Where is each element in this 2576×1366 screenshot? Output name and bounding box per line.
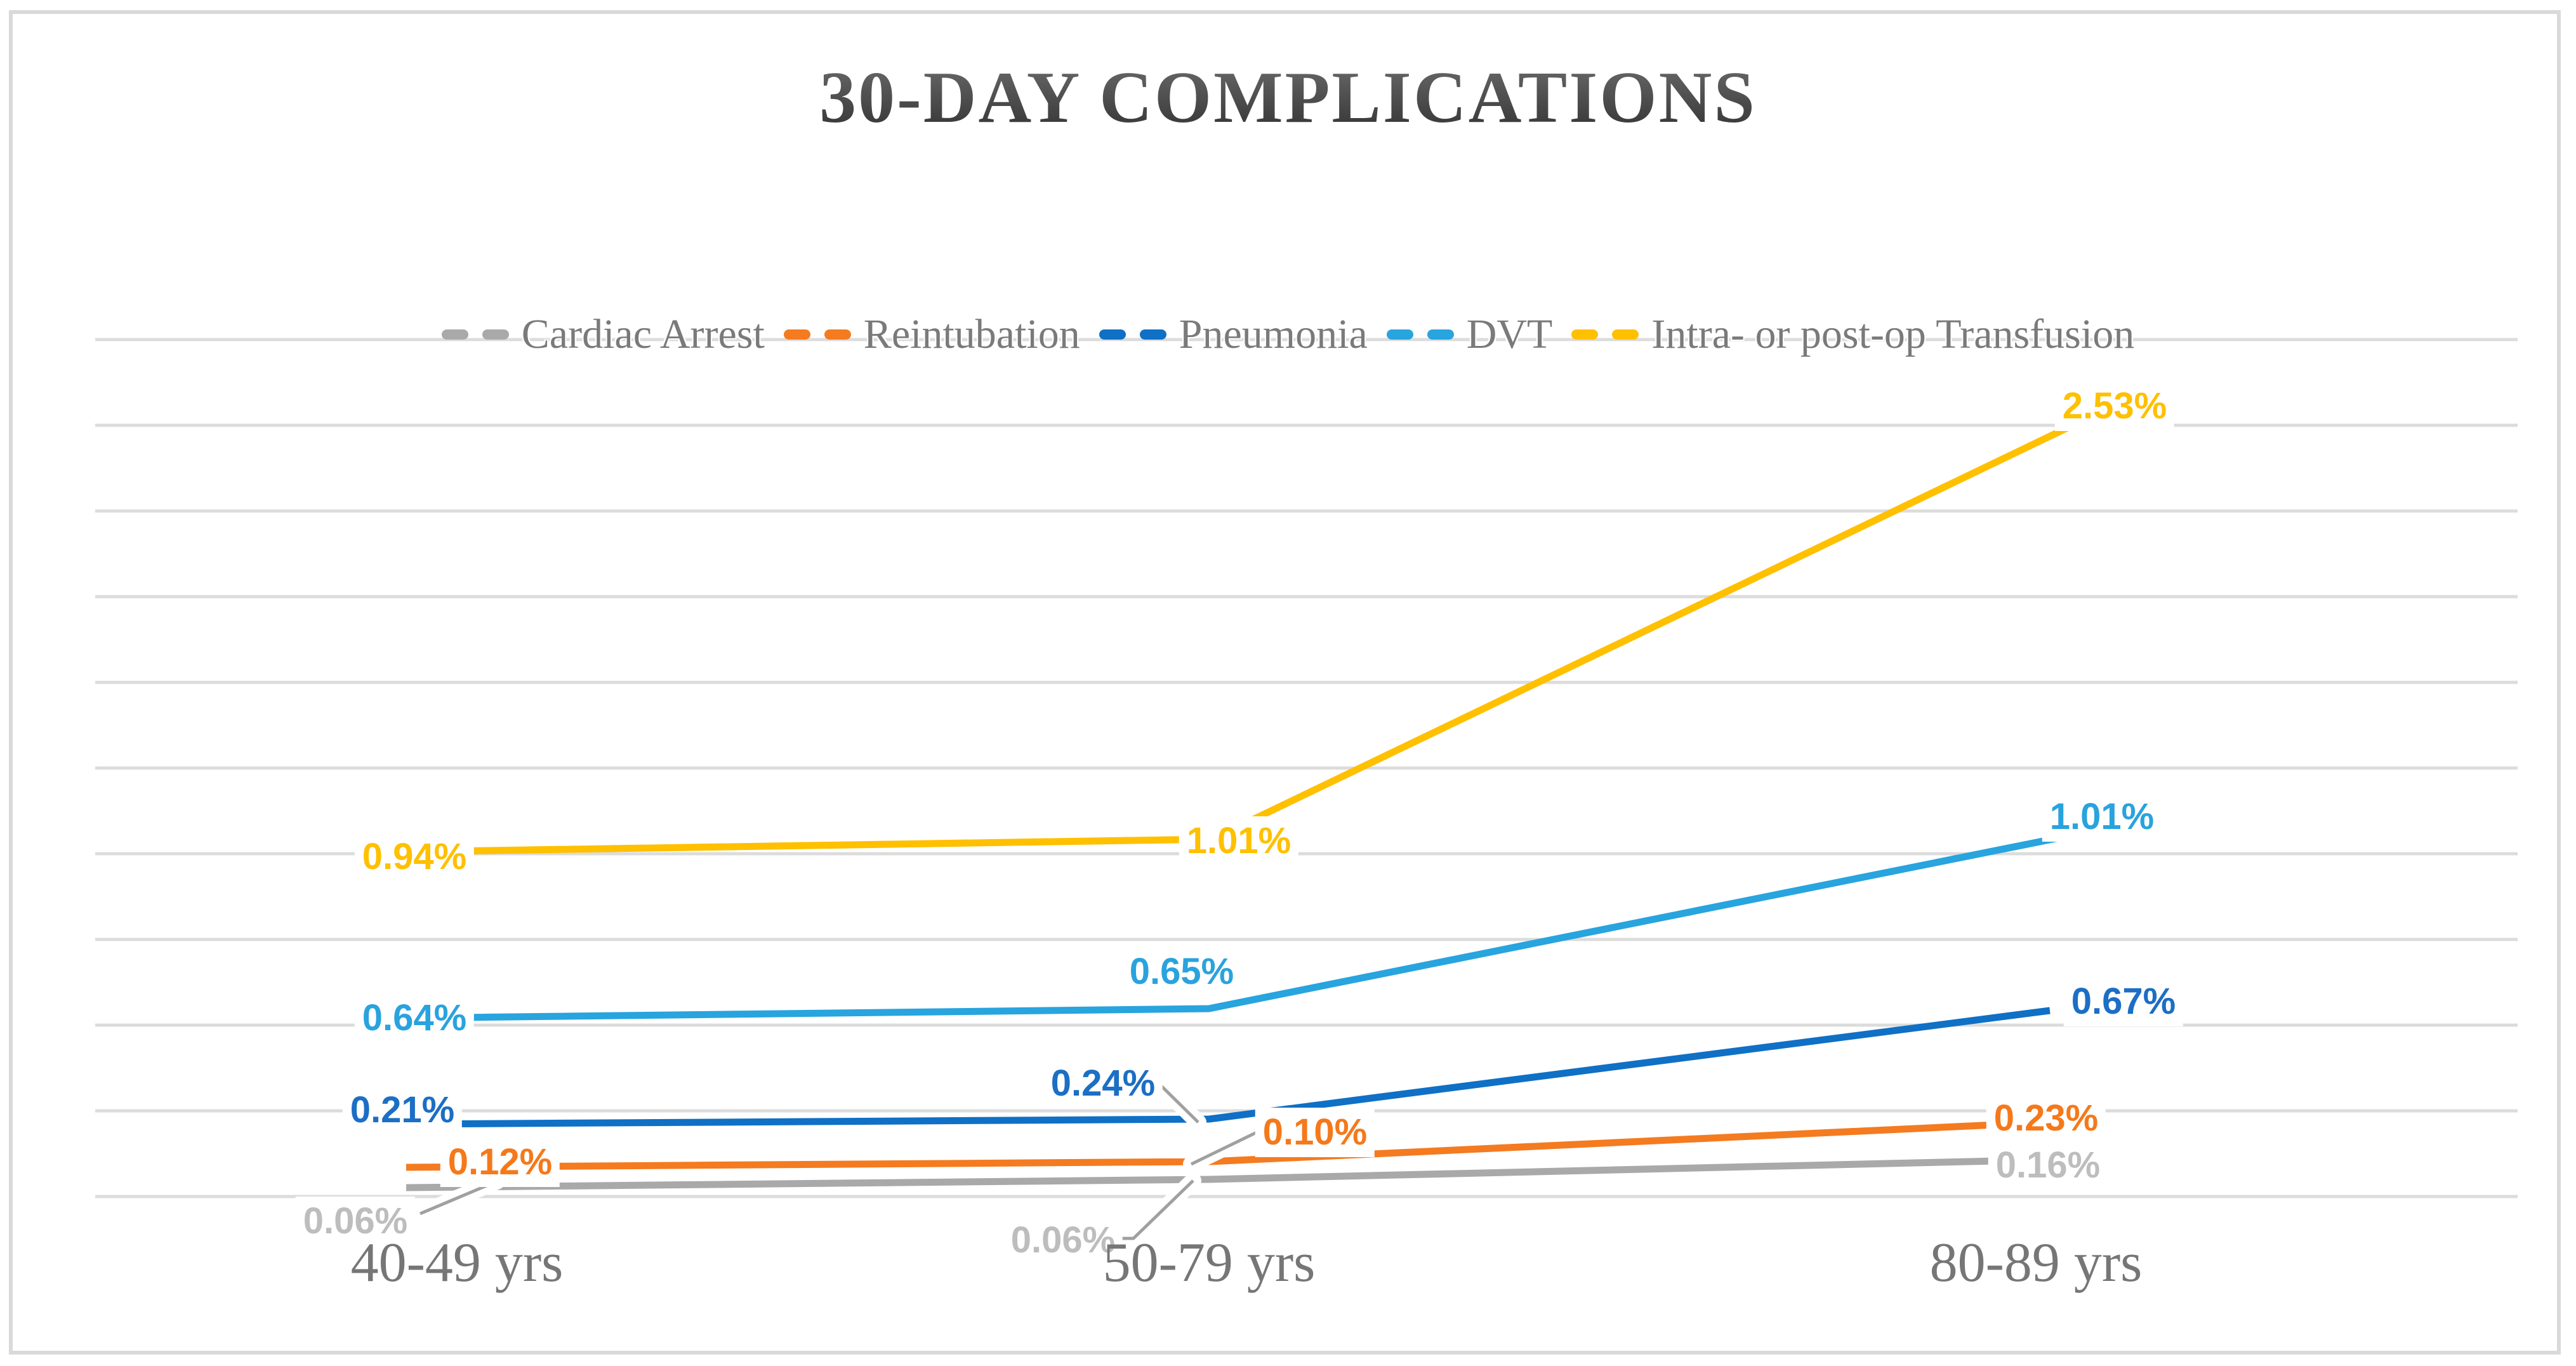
data-label-dvt-0: 0.64% [354, 993, 475, 1043]
data-label-cardiac-arrest-1: 0.06% [1003, 1216, 1123, 1265]
legend-item-label: Intra- or post-op Transfusion [1651, 311, 2135, 357]
series-line-dvt [406, 834, 2060, 1022]
data-label-pneumonia-1: 0.24% [1043, 1059, 1163, 1108]
legend-dash-marker-icon [1571, 329, 1639, 340]
legend-dash [482, 329, 509, 340]
legend: Cardiac Arrest Reintubation Pneumonia DVT In… [0, 314, 2576, 355]
legend-item-dvt: DVT [1386, 311, 1553, 357]
legend-dash [824, 329, 851, 340]
data-label-cardiac-arrest-0: 0.06% [295, 1197, 416, 1246]
legend-item-reintubation: Reintubation [783, 311, 1080, 357]
legend-item-cardiac-arrest: Cardiac Arrest [441, 311, 765, 357]
data-label-reintubation-2: 0.23% [1986, 1094, 2106, 1143]
legend-dash [1427, 329, 1454, 340]
legend-dash-marker-icon [441, 329, 509, 340]
legend-item-label: Pneumonia [1179, 311, 1368, 357]
legend-item-intra-or-post-op-transfusion: Intra- or post-op Transfusion [1571, 314, 2134, 355]
legend-dash-marker-icon [1386, 329, 1454, 340]
data-label-intra-or-post-op-transfusion-2: 2.53% [2054, 381, 2175, 431]
legend-dash [1139, 329, 1166, 340]
data-label-intra-or-post-op-transfusion-1: 1.01% [1179, 816, 1299, 866]
chart-title: 30-DAY COMPLICATIONS [0, 56, 2576, 140]
data-label-intra-or-post-op-transfusion-0: 0.94% [354, 832, 475, 882]
legend-dash-marker-icon [1099, 329, 1166, 340]
data-label-dvt-1: 0.65% [1121, 947, 1242, 997]
data-label-reintubation-0: 0.12% [440, 1137, 560, 1187]
legend-item-label: DVT [1466, 311, 1553, 357]
legend-dash [1571, 329, 1599, 340]
legend-dash [1386, 329, 1413, 340]
data-label-dvt-2: 1.01% [2042, 792, 2162, 842]
legend-dash [441, 329, 468, 340]
legend-item-label: Reintubation [863, 311, 1080, 357]
legend-dash [1612, 329, 1639, 340]
legend-dash-marker-icon [783, 329, 851, 340]
legend-dash [1099, 329, 1126, 340]
data-label-cardiac-arrest-2: 0.16% [1988, 1141, 2108, 1190]
data-label-reintubation-1: 0.10% [1255, 1108, 1375, 1157]
series-line-cardiac-arrest [406, 1156, 2051, 1191]
series-line-pneumonia [406, 1007, 2051, 1128]
legend-dash [783, 329, 810, 340]
series-line-intra-or-post-op-transfusion [406, 421, 2077, 856]
x-axis-label-1: 50-79 yrs [1102, 1232, 1316, 1294]
data-label-pneumonia-2: 0.67% [2063, 977, 2184, 1026]
legend-item-label: Cardiac Arrest [521, 311, 765, 357]
x-axis-label-0: 40-49 yrs [350, 1232, 564, 1294]
data-label-pneumonia-0: 0.21% [342, 1085, 463, 1135]
legend-item-pneumonia: Pneumonia [1099, 314, 1368, 355]
x-axis-label-2: 80-89 yrs [1929, 1232, 2143, 1294]
